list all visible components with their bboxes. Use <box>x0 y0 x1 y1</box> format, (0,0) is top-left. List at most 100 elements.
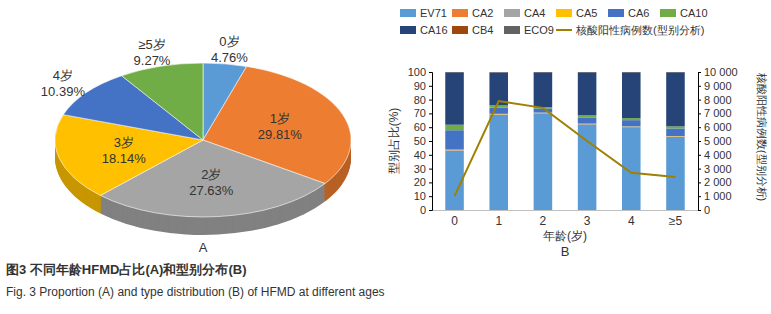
caption-en: Fig. 3 Proportion (A) and type distribut… <box>6 285 385 299</box>
pie-top <box>55 63 351 217</box>
bar <box>622 126 641 127</box>
legend-key <box>504 9 520 17</box>
x-tick: 0 <box>451 210 458 228</box>
y2-tick: 0 <box>698 204 710 216</box>
bar <box>445 149 464 150</box>
y-tick-label: 80 <box>414 94 426 106</box>
slice-value-label: 4.76% <box>211 50 248 65</box>
legend-label: CA16 <box>420 24 448 36</box>
y-tick-mark <box>429 182 432 183</box>
y-tick: 80 <box>414 94 432 106</box>
y2-tick: 4 000 <box>698 149 732 161</box>
bar <box>666 72 685 126</box>
x-tick-label: 0 <box>451 214 458 228</box>
legend-key <box>556 29 572 31</box>
legend-label: CB4 <box>472 24 493 36</box>
y-tick-label: 0 <box>420 204 426 216</box>
y-tick-label: 40 <box>414 149 426 161</box>
legend-label: CA4 <box>524 7 545 19</box>
legend-key <box>556 9 572 17</box>
y-tick: 30 <box>414 163 432 175</box>
bar <box>666 72 685 73</box>
bar <box>534 72 553 73</box>
y2-tick-label: 2 000 <box>704 176 732 188</box>
y2-tick: 8 000 <box>698 94 732 106</box>
plot <box>445 72 684 210</box>
y-tick-label: 50 <box>414 135 426 147</box>
y-tick-mark <box>429 141 432 142</box>
y-tick-mark <box>429 169 432 170</box>
y-tick-label: 20 <box>414 176 426 188</box>
y2-tick-mark <box>698 141 701 142</box>
y2-tick: 3 000 <box>698 163 732 175</box>
legend-item: CB4 <box>452 24 493 36</box>
y-tick: 20 <box>414 176 432 188</box>
slice-label: 1岁 <box>270 111 290 126</box>
y2-tick: 1 000 <box>698 190 732 202</box>
y2-tick-label: 8 000 <box>704 94 732 106</box>
bar <box>622 72 641 73</box>
bar <box>578 72 597 73</box>
bar <box>666 128 685 136</box>
y2-tick-mark <box>698 155 701 156</box>
bar <box>489 105 508 107</box>
slice-value-label: 9.27% <box>134 53 171 68</box>
y-tick: 0 <box>420 204 432 216</box>
y2-tick-label: 5 000 <box>704 135 732 147</box>
x-tick: 4 <box>628 210 635 228</box>
y-tick-mark <box>429 72 432 73</box>
legend-item: 核酸阳性病例数(型别分析) <box>556 24 704 36</box>
legend-label: 核酸阳性病例数(型别分析) <box>575 24 704 36</box>
legend-key <box>400 9 416 17</box>
y-tick-mark <box>429 155 432 156</box>
bar <box>622 118 641 120</box>
bar <box>445 72 464 124</box>
legend-label: CA10 <box>680 7 708 19</box>
legend-key <box>452 26 468 34</box>
slice-value-label: 27.63% <box>189 183 234 198</box>
legend-item: CA6 <box>608 7 649 19</box>
bar <box>666 126 685 128</box>
y-tick-mark <box>429 86 432 87</box>
bar <box>666 137 685 210</box>
figure: 0岁4.76%1岁29.81%2岁27.63%3岁18.14%4岁10.39%≥… <box>0 0 771 314</box>
y2-tick-label: 10 000 <box>704 66 738 78</box>
bar <box>534 72 553 73</box>
slice-label: 2岁 <box>201 167 221 182</box>
pie <box>55 63 351 235</box>
slice-label: 0岁 <box>219 34 239 49</box>
y2-tick: 5 000 <box>698 135 732 147</box>
bar <box>578 117 597 123</box>
y-tick: 40 <box>414 149 432 161</box>
y-tick: 100 <box>408 66 432 78</box>
pie-labels: 0岁4.76%1岁29.81%2岁27.63%3岁18.14%4岁10.39%≥… <box>41 34 302 198</box>
y2-tick-mark <box>698 196 701 197</box>
y2-tick-mark <box>698 169 701 170</box>
y-tick: 50 <box>414 135 432 147</box>
slice-label: 3岁 <box>114 135 134 150</box>
y2-tick-mark <box>698 100 701 101</box>
legend-label: ECO9 <box>524 24 554 36</box>
pie-depth <box>55 64 351 218</box>
bar <box>534 72 553 107</box>
y2-tick-mark <box>698 210 701 211</box>
legend-item: CA2 <box>452 7 493 19</box>
y-tick-label: 60 <box>414 121 426 133</box>
slice-label: ≥5岁 <box>138 37 165 52</box>
y2-tick-label: 0 <box>704 204 710 216</box>
y2-tick-label: 9 000 <box>704 80 732 92</box>
legend-item: EV71 <box>400 7 447 19</box>
bar <box>622 72 641 118</box>
y-axis-title: 型别占比(%) <box>387 108 401 175</box>
bar <box>489 72 508 73</box>
x-tick: ≥5 <box>669 210 683 228</box>
y-tick-label: 90 <box>414 80 426 92</box>
y2-tick: 6 000 <box>698 121 732 133</box>
y-tick-mark <box>429 100 432 101</box>
line <box>455 101 676 196</box>
x-tick: 2 <box>540 210 547 228</box>
y-tick-label: 10 <box>414 190 426 202</box>
y-tick-label: 70 <box>414 107 426 119</box>
x-axis: 01234≥5 <box>433 210 699 228</box>
y2-tick: 7 000 <box>698 107 732 119</box>
